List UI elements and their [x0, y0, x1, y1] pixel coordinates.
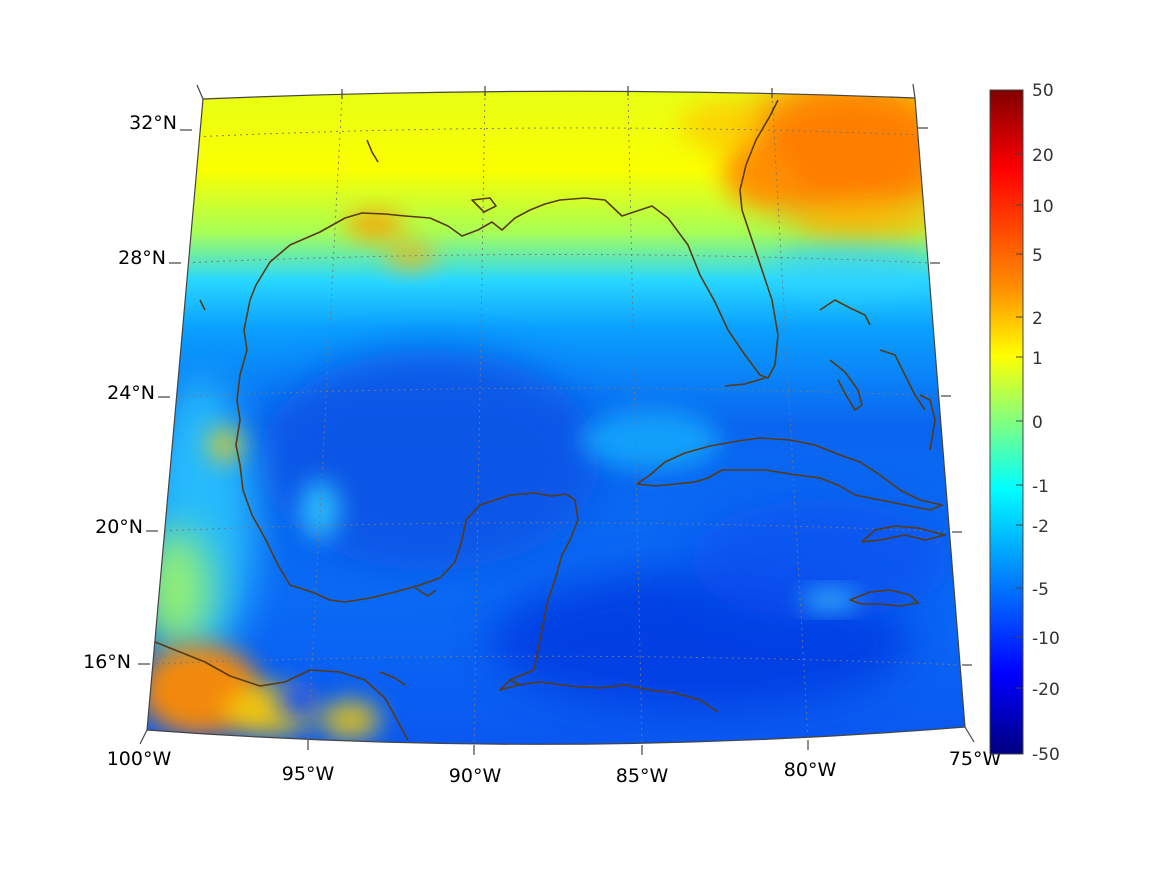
lon-label-75: 75°W: [949, 748, 1002, 770]
colorbar-label-10: 10: [1032, 197, 1054, 217]
longitude-labels: 100°W 95°W 90°W 85°W 80°W 75°W: [107, 748, 1002, 787]
colorbar-gradient: [989, 89, 1024, 755]
lon-label-80: 80°W: [784, 759, 837, 781]
lat-label-20: 20°N: [95, 516, 143, 538]
map-frame: [146, 90, 966, 745]
frame-ticks: [138, 83, 975, 755]
colorbar-label-neg5: -5: [1032, 580, 1049, 600]
latitude-labels: 32°N 28°N 24°N 20°N 16°N: [83, 112, 177, 673]
coastlines: [154, 99, 946, 741]
colorbar-label-neg1: -1: [1032, 477, 1049, 497]
lat-label-32: 32°N: [129, 112, 177, 134]
colorbar-label-2: 2: [1032, 309, 1043, 329]
colorbar-label-neg2: -2: [1032, 517, 1049, 537]
lat-label-28: 28°N: [118, 247, 166, 269]
colorbar-label-0: 0: [1032, 413, 1043, 433]
lat-label-24: 24°N: [107, 382, 155, 404]
colorbar-label-neg50: -50: [1032, 745, 1060, 765]
colorbar-label-neg20: -20: [1032, 680, 1060, 700]
colorbar: 50 20 10 5 2 1 0 -1 -2 -5 -10 -20 -50: [989, 81, 1060, 765]
lon-label-85: 85°W: [616, 765, 669, 787]
lon-label-90: 90°W: [449, 765, 502, 787]
graticule: [149, 91, 963, 745]
colorbar-ticks: [1016, 153, 1023, 689]
lon-label-95: 95°W: [282, 763, 335, 785]
colorbar-label-50: 50: [1032, 81, 1054, 101]
colorbar-label-5: 5: [1032, 246, 1043, 266]
colorbar-label-1: 1: [1032, 349, 1043, 369]
colorbar-label-20: 20: [1032, 146, 1054, 166]
lat-label-16: 16°N: [83, 651, 131, 673]
colorbar-label-neg10: -10: [1032, 629, 1060, 649]
lon-label-100: 100°W: [107, 748, 172, 770]
data-field: [147, 91, 965, 745]
